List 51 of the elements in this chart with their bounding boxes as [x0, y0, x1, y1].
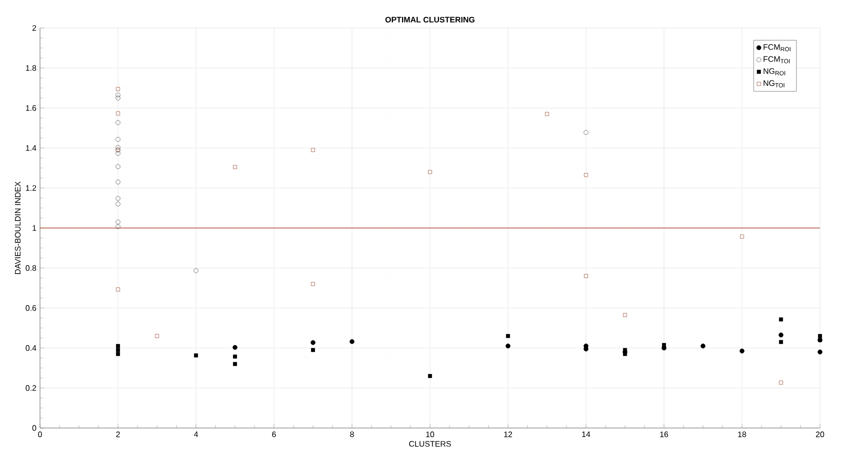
point — [428, 374, 432, 378]
point — [584, 173, 588, 177]
point — [194, 353, 198, 358]
point — [350, 339, 354, 344]
point — [545, 112, 549, 116]
point — [116, 164, 120, 169]
point — [623, 313, 627, 317]
point — [116, 352, 120, 356]
point — [116, 145, 120, 150]
point — [506, 344, 510, 348]
point — [818, 338, 822, 342]
point — [232, 345, 238, 350]
point — [779, 340, 783, 344]
point — [779, 317, 783, 322]
point — [818, 334, 822, 338]
point — [116, 224, 120, 229]
point — [116, 202, 120, 206]
point — [116, 87, 120, 91]
point — [116, 344, 120, 348]
point — [779, 380, 783, 385]
point — [116, 111, 120, 116]
point — [623, 352, 627, 356]
point — [818, 350, 822, 354]
point — [584, 274, 588, 278]
point — [194, 268, 198, 273]
point — [233, 165, 237, 169]
point — [311, 148, 315, 152]
point — [623, 348, 627, 352]
point — [116, 92, 120, 98]
point — [116, 151, 120, 156]
point — [116, 287, 120, 292]
point — [116, 220, 120, 224]
point — [428, 170, 432, 174]
point — [584, 130, 588, 135]
point — [233, 362, 237, 366]
point — [116, 137, 120, 142]
point — [506, 334, 510, 338]
point — [116, 196, 120, 201]
point — [700, 344, 706, 348]
point — [233, 354, 237, 359]
point — [155, 334, 159, 338]
point — [310, 340, 316, 345]
point — [311, 282, 315, 286]
point — [778, 332, 784, 338]
point — [116, 180, 120, 184]
point — [116, 96, 120, 100]
point — [116, 120, 120, 125]
point — [740, 348, 744, 354]
point — [662, 343, 666, 347]
point — [740, 234, 744, 239]
point — [311, 348, 315, 352]
